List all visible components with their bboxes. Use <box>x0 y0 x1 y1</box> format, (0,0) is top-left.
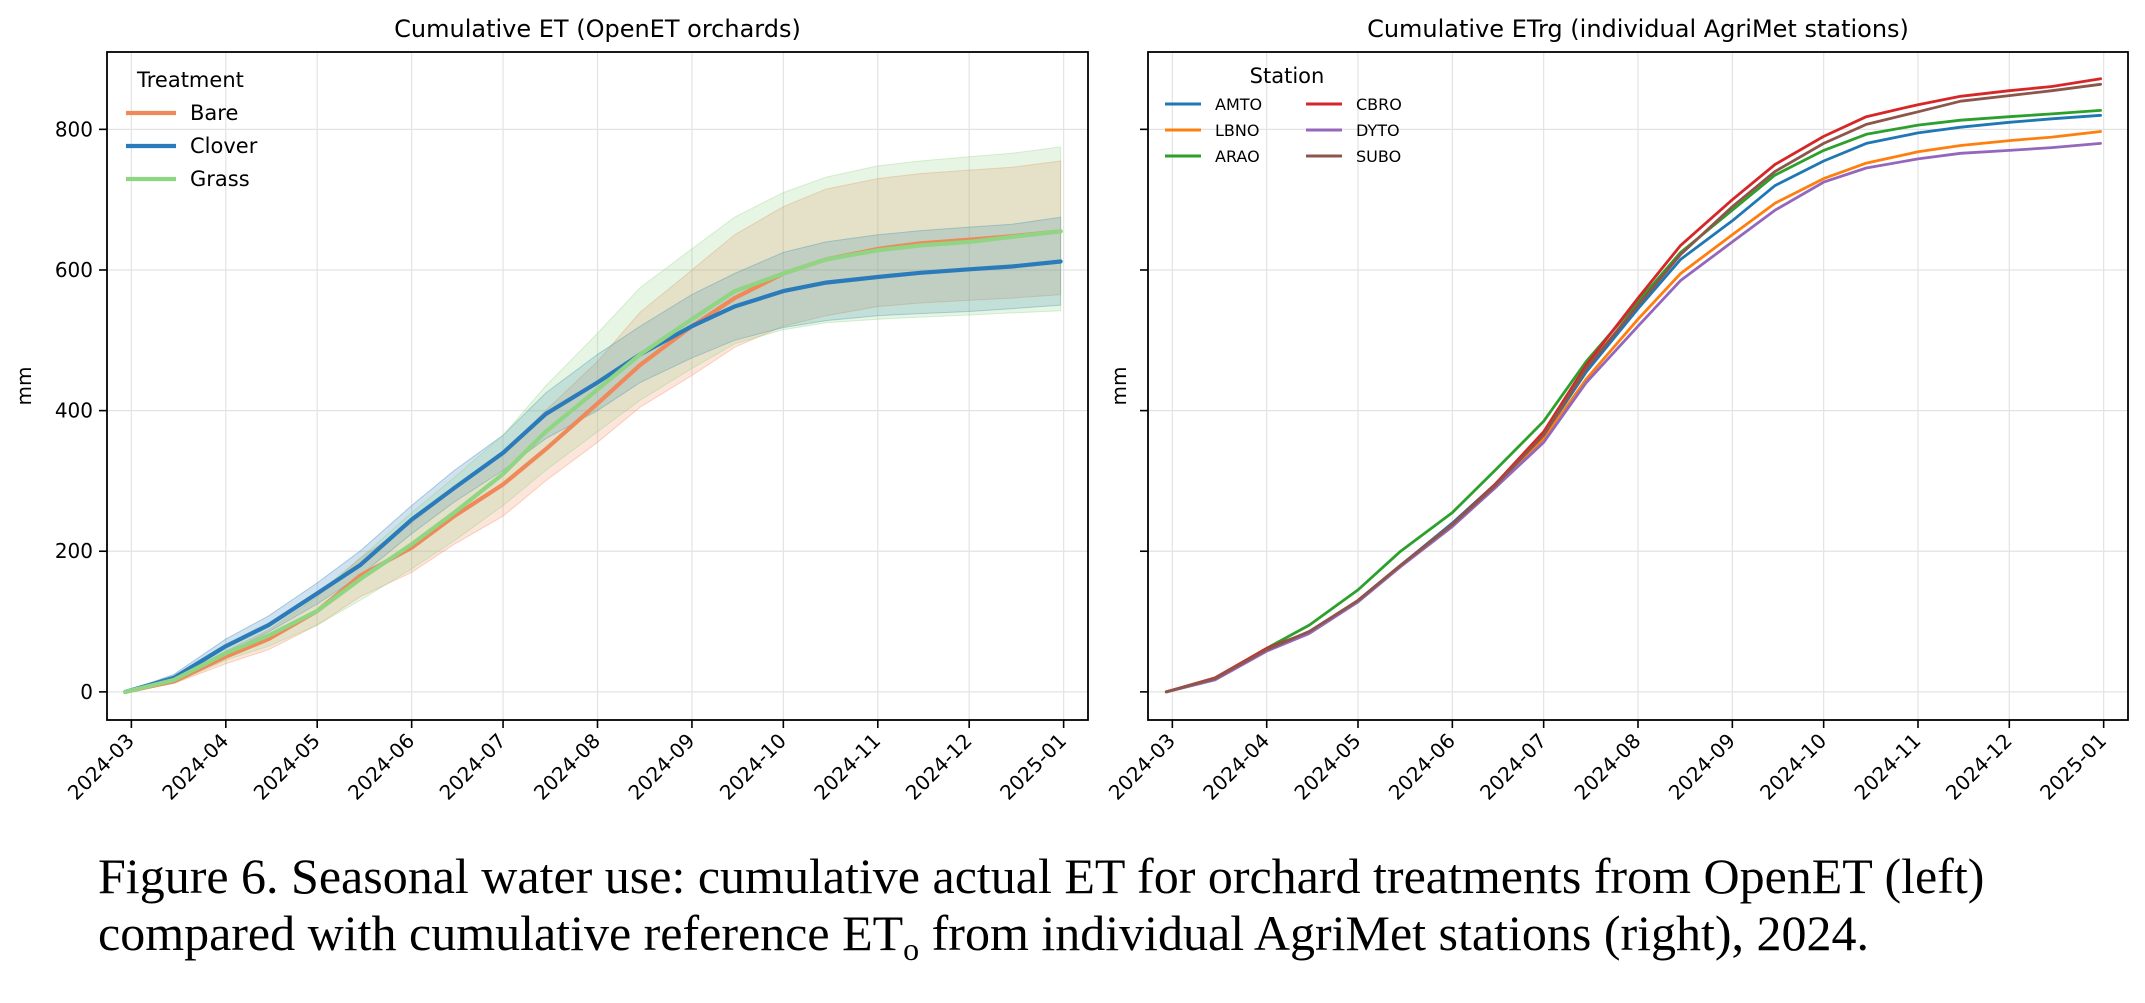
x-tick-label: 2024-06 <box>343 729 419 805</box>
y-tick-label: 800 <box>55 117 93 141</box>
x-tick-label: 2024-06 <box>1384 729 1460 805</box>
series-line-arao <box>1164 109 2102 694</box>
x-tick-label: 2024-10 <box>1755 729 1831 805</box>
legend-title: Station <box>1250 64 1325 88</box>
y-tick-label: 400 <box>55 399 93 423</box>
legend-label-grass: Grass <box>190 167 250 191</box>
caption-line-2-start: compared with cumulative reference ET <box>98 905 904 961</box>
x-tick-label: 2024-08 <box>1569 729 1645 805</box>
x-tick-label: 2024-05 <box>1289 729 1365 805</box>
plot-area <box>1164 77 2102 694</box>
x-tick-label: 2024-09 <box>1664 729 1740 805</box>
x-tick-label: 2024-10 <box>715 729 791 805</box>
x-tick-label: 2024-03 <box>1104 729 1180 805</box>
caption-line-1: Figure 6. Seasonal water use: cumulative… <box>98 848 1985 904</box>
legend-label-clover: Clover <box>190 134 258 158</box>
legend-label-subo: SUBO <box>1356 147 1401 166</box>
y-axis-label: mm <box>1107 367 1131 406</box>
y-axis: mm <box>1107 128 1148 693</box>
x-tick-label: 2024-04 <box>157 729 233 805</box>
x-tick-label: 2024-03 <box>63 729 139 805</box>
series-line-amto <box>1164 113 2102 694</box>
series-line-cbro <box>1164 77 2102 694</box>
chart-title: Cumulative ET (OpenET orchards) <box>394 15 801 43</box>
x-tick-label: 2024-11 <box>1849 729 1925 805</box>
legend-label-amto: AMTO <box>1215 95 1262 114</box>
caption-line-2: compared with cumulative reference ETo f… <box>98 905 1870 965</box>
legend-label-dyto: DYTO <box>1356 121 1400 140</box>
series-line-clover <box>123 259 1063 694</box>
x-tick-label: 2024-07 <box>435 729 511 805</box>
caption-subscript: o <box>903 931 920 967</box>
x-tick-label: 2024-11 <box>809 729 885 805</box>
caption-line-2-end: from individual AgriMet stations (right)… <box>919 905 1870 961</box>
x-tick-label: 2024-08 <box>529 729 605 805</box>
y-tick-label: 200 <box>55 539 93 563</box>
y-tick-label: 0 <box>80 680 93 704</box>
x-tick-label: 2025-01 <box>2035 729 2111 805</box>
x-tick-label: 2024-04 <box>1198 729 1274 805</box>
x-axis: 2024-03 2024-04 2024-05 2024-06 2024-07 2024-… <box>63 720 1071 805</box>
series-line-lbno <box>1164 130 2102 694</box>
series-line-subo <box>1164 82 2102 694</box>
x-tick-label: 2024-09 <box>623 729 699 805</box>
series-line-dyto <box>1164 142 2102 694</box>
legend-label-arao: ARAO <box>1215 147 1260 166</box>
x-tick-label: 2025-01 <box>995 729 1071 805</box>
x-tick-label: 2024-12 <box>1941 729 2017 805</box>
figure-caption: Figure 6. Seasonal water use: cumulative… <box>98 848 2118 965</box>
grid-lines <box>1148 52 2128 720</box>
y-axis-label: mm <box>12 367 36 406</box>
grid-lines <box>107 52 1088 720</box>
legend-title: Treatment <box>136 68 244 92</box>
series-line-grass <box>123 229 1063 694</box>
legend: Treatment Bare Clover Grass <box>126 68 258 191</box>
legend: Station AMTO LBNO ARAO CBRO DYTO SUBO <box>1165 64 1402 166</box>
x-tick-label: 2024-05 <box>249 729 325 805</box>
chart-title: Cumulative ETrg (individual AgriMet stat… <box>1367 15 1909 43</box>
band-grass <box>125 146 1062 693</box>
legend-label-cbro: CBRO <box>1356 95 1402 114</box>
x-axis: 2024-03 2024-04 2024-05 2024-06 2024-07 2024-… <box>1104 720 2111 805</box>
plot-area <box>123 146 1063 694</box>
y-axis: 0 200 400 600 800 mm <box>12 117 107 704</box>
legend-label-bare: Bare <box>190 101 238 125</box>
x-tick-label: 2024-12 <box>901 729 977 805</box>
y-tick-label: 600 <box>55 258 93 282</box>
legend-label-lbno: LBNO <box>1215 121 1259 140</box>
x-tick-label: 2024-07 <box>1475 729 1551 805</box>
